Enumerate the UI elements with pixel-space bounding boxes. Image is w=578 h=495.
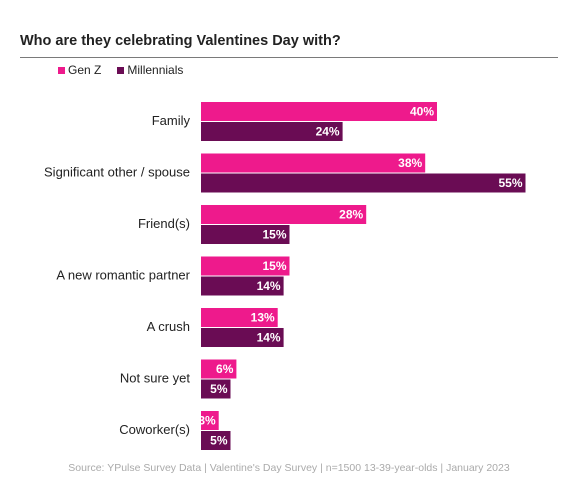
bar-millennials-family (201, 122, 343, 141)
bar-millennials-significant-other-spouse (201, 173, 526, 193)
data-label-gen-z-coworker-s: 3% (198, 414, 216, 428)
bar-chart: Family 40% 24% Significant other / spouse 38… (44, 102, 526, 450)
category-label-significant-other-spouse: Significant other / spouse (44, 165, 190, 180)
bar-gen-z-not-sure-yet (201, 359, 237, 379)
data-label-millennials-a-new-romantic-partner: 14% (257, 279, 281, 293)
legend-item-gen-z: Gen Z (58, 63, 101, 77)
chart-title: Who are they celebrating Valentines Day … (20, 33, 341, 49)
data-label-millennials-family: 24% (316, 125, 340, 139)
legend-swatch-millennials (117, 66, 125, 74)
bar-gen-z-a-crush (201, 308, 278, 327)
data-label-gen-z-not-sure-yet: 6% (216, 362, 234, 376)
source-note: Source: YPulse Survey Data | Valentine's… (68, 462, 510, 474)
category-label-friend-s: Friend(s) (138, 216, 190, 231)
legend-item-millennials: Millennials (117, 63, 183, 77)
bar-gen-z-coworker-s (201, 411, 219, 430)
legend: Gen Z Millennials (58, 63, 199, 77)
category-label-not-sure-yet: Not sure yet (120, 371, 190, 386)
data-label-millennials-not-sure-yet: 5% (210, 382, 228, 396)
category-label-family: Family (152, 113, 191, 128)
legend-label-gen-z: Gen Z (68, 63, 102, 77)
legend-label-millennials: Millennials (127, 63, 184, 77)
bar-gen-z-friend-s (201, 205, 367, 224)
bar-gen-z-family (201, 102, 437, 121)
category-label-a-new-romantic-partner: A new romantic partner (56, 268, 190, 283)
legend-swatch-gen-z (58, 66, 65, 74)
bar-millennials-a-new-romantic-partner (201, 276, 284, 296)
data-label-millennials-a-crush: 14% (257, 331, 281, 345)
bar-millennials-a-crush (201, 328, 284, 347)
bar-millennials-not-sure-yet (201, 379, 231, 399)
bar-gen-z-a-new-romantic-partner (201, 256, 290, 276)
data-label-gen-z-friend-s: 28% (339, 208, 363, 222)
category-label-a-crush: A crush (147, 319, 190, 334)
bar-gen-z-significant-other-spouse (201, 153, 426, 173)
data-label-millennials-significant-other-spouse: 55% (498, 176, 522, 190)
data-label-gen-z-a-new-romantic-partner: 15% (262, 259, 286, 273)
bar-millennials-coworker-s (201, 431, 231, 450)
bar-millennials-friend-s (201, 225, 290, 244)
data-label-millennials-coworker-s: 5% (210, 434, 228, 448)
data-label-gen-z-a-crush: 13% (251, 311, 275, 325)
category-label-coworker-s: Coworker(s) (119, 422, 190, 437)
data-label-millennials-friend-s: 15% (262, 228, 286, 242)
data-label-gen-z-significant-other-spouse: 38% (398, 156, 422, 170)
data-label-gen-z-family: 40% (410, 105, 434, 119)
title-divider (20, 57, 558, 58)
